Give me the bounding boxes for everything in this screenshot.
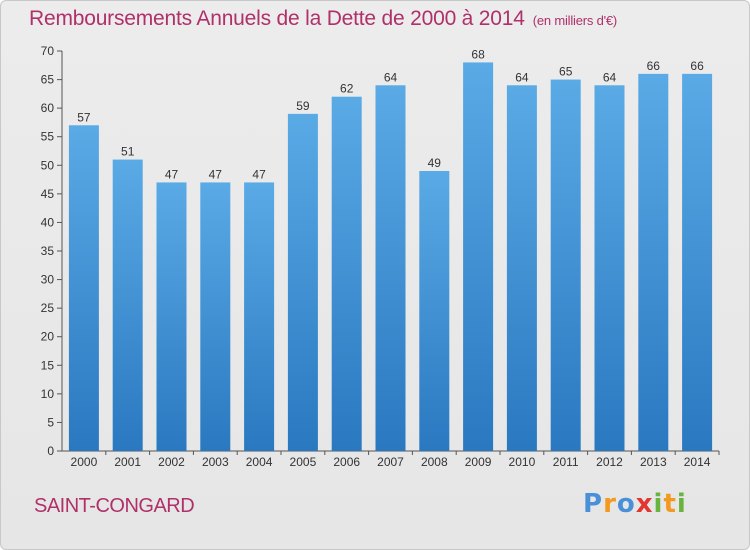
bar-value-label: 57 — [77, 110, 91, 124]
y-tick-label: 20 — [41, 330, 55, 344]
x-tick-label: 2007 — [377, 455, 404, 469]
y-tick-label: 45 — [41, 187, 55, 201]
bar-value-label: 65 — [559, 65, 573, 79]
x-tick-label: 2003 — [202, 455, 229, 469]
chart-title: Remboursements Annuels de la Dette de 20… — [29, 7, 617, 31]
bar-value-label: 68 — [471, 47, 485, 61]
x-tick-label: 2008 — [421, 455, 448, 469]
place-name: SAINT-CONGARD — [34, 495, 195, 517]
x-tick-label: 2014 — [684, 455, 711, 469]
bar — [506, 85, 537, 452]
bar — [156, 182, 187, 451]
x-tick-label: 2013 — [640, 455, 667, 469]
x-tick-label: 2012 — [596, 455, 623, 469]
bar — [331, 96, 362, 451]
bar — [200, 182, 231, 451]
y-tick-label: 60 — [41, 101, 55, 115]
y-tick-label: 25 — [41, 301, 55, 315]
y-tick-label: 0 — [47, 444, 54, 458]
proxiti-logo: Proxiti — [583, 489, 687, 519]
x-tick-label: 2002 — [158, 455, 185, 469]
bar — [112, 159, 143, 452]
x-tick-label: 2004 — [246, 455, 273, 469]
bar — [68, 125, 99, 452]
bar — [244, 182, 275, 451]
bar-value-label: 62 — [340, 82, 354, 96]
x-tick-label: 2000 — [71, 455, 98, 469]
x-tick-label: 2009 — [465, 455, 492, 469]
chart-title-text: Remboursements Annuels de la Dette de 20… — [29, 7, 525, 30]
bar-value-label: 66 — [690, 59, 704, 73]
y-tick-label: 5 — [47, 415, 54, 429]
bar-value-label: 64 — [515, 70, 529, 84]
bar — [594, 85, 625, 452]
bar-value-label: 47 — [252, 167, 266, 181]
y-tick-label: 55 — [41, 130, 55, 144]
bar — [463, 62, 494, 452]
y-tick-label: 10 — [41, 387, 55, 401]
bar — [638, 73, 669, 451]
bar-value-label: 47 — [165, 167, 179, 181]
bar — [287, 113, 318, 451]
bar-value-label: 49 — [428, 156, 442, 170]
x-tick-label: 2005 — [290, 455, 317, 469]
chart-subtitle: (en milliers d'€) — [532, 13, 618, 28]
y-tick-label: 65 — [41, 73, 55, 87]
y-tick-label: 40 — [41, 215, 55, 229]
bar-value-label: 59 — [296, 99, 310, 113]
bar-chart: 0 5 10 15 20 25 30 35 40 45 50 55 60 65 70 57 2000 51 2001… — [41, 44, 720, 469]
bar — [550, 79, 581, 452]
y-tick-label: 15 — [41, 358, 55, 372]
x-tick-label: 2006 — [333, 455, 360, 469]
bar-value-label: 64 — [384, 70, 398, 84]
x-tick-label: 2010 — [509, 455, 536, 469]
bar — [419, 171, 450, 451]
bar — [375, 85, 406, 452]
bar-value-label: 51 — [121, 145, 135, 159]
x-tick-label: 2001 — [114, 455, 141, 469]
y-tick-label: 30 — [41, 273, 55, 287]
bar — [682, 73, 713, 451]
bar-value-label: 47 — [209, 167, 223, 181]
y-tick-label: 35 — [41, 244, 55, 258]
y-tick-label: 70 — [41, 44, 55, 58]
y-tick-label: 50 — [41, 158, 55, 172]
bar-value-label: 66 — [647, 59, 661, 73]
bar-value-label: 64 — [603, 70, 617, 84]
x-tick-label: 2011 — [553, 455, 579, 469]
